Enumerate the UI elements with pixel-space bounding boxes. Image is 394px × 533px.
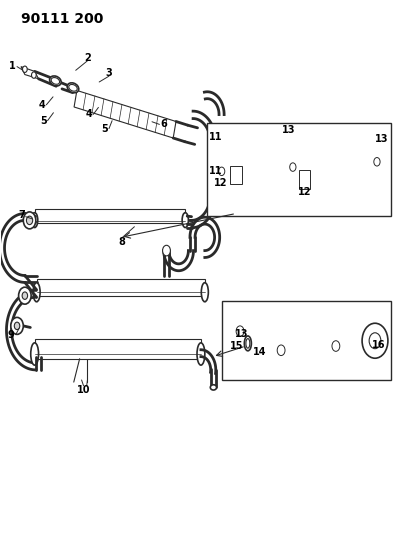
Text: 90111 200: 90111 200 [21,12,103,26]
Polygon shape [21,67,39,79]
Text: 12: 12 [298,187,311,197]
Text: 16: 16 [372,340,386,350]
Text: 11: 11 [209,166,223,176]
Text: 9: 9 [8,330,15,341]
Ellipse shape [50,76,61,86]
Text: 3: 3 [106,69,112,78]
Circle shape [22,292,28,300]
Text: 2: 2 [84,53,91,63]
Circle shape [22,66,27,72]
Ellipse shape [67,83,79,93]
Circle shape [290,163,296,171]
Text: 13: 13 [375,134,388,144]
Ellipse shape [31,343,39,365]
Circle shape [163,245,170,256]
Circle shape [277,345,285,356]
Bar [207,123,391,216]
Circle shape [236,326,244,336]
Circle shape [362,323,388,358]
Circle shape [14,322,20,329]
Text: 4: 4 [86,109,93,119]
Circle shape [11,317,23,334]
Ellipse shape [33,282,40,302]
Ellipse shape [210,385,217,390]
Bar [37,279,205,296]
Text: 8: 8 [119,237,125,247]
Text: 13: 13 [282,125,296,135]
Bar [223,301,391,381]
Text: 5: 5 [102,124,108,134]
Ellipse shape [32,213,38,228]
Text: 14: 14 [253,348,266,358]
Circle shape [219,167,225,175]
Text: 10: 10 [77,384,90,394]
Bar [230,166,242,184]
Bar [299,170,310,189]
Ellipse shape [182,213,188,228]
Ellipse shape [201,282,208,302]
Bar [35,338,201,359]
Text: 4: 4 [39,100,46,110]
Circle shape [369,333,381,349]
Text: 5: 5 [40,116,47,126]
Ellipse shape [197,343,205,365]
Circle shape [374,158,380,166]
Ellipse shape [244,336,251,351]
Text: 7: 7 [19,210,25,220]
Text: 11: 11 [209,132,223,142]
Circle shape [32,72,36,78]
Text: 13: 13 [235,329,249,340]
Circle shape [19,287,31,304]
Circle shape [332,341,340,351]
Polygon shape [74,91,176,138]
Circle shape [23,212,36,229]
Text: 15: 15 [230,341,243,351]
Text: 1: 1 [9,61,16,71]
Text: 6: 6 [160,119,167,130]
Text: 12: 12 [214,177,227,188]
Circle shape [26,216,33,224]
Bar [35,209,185,223]
